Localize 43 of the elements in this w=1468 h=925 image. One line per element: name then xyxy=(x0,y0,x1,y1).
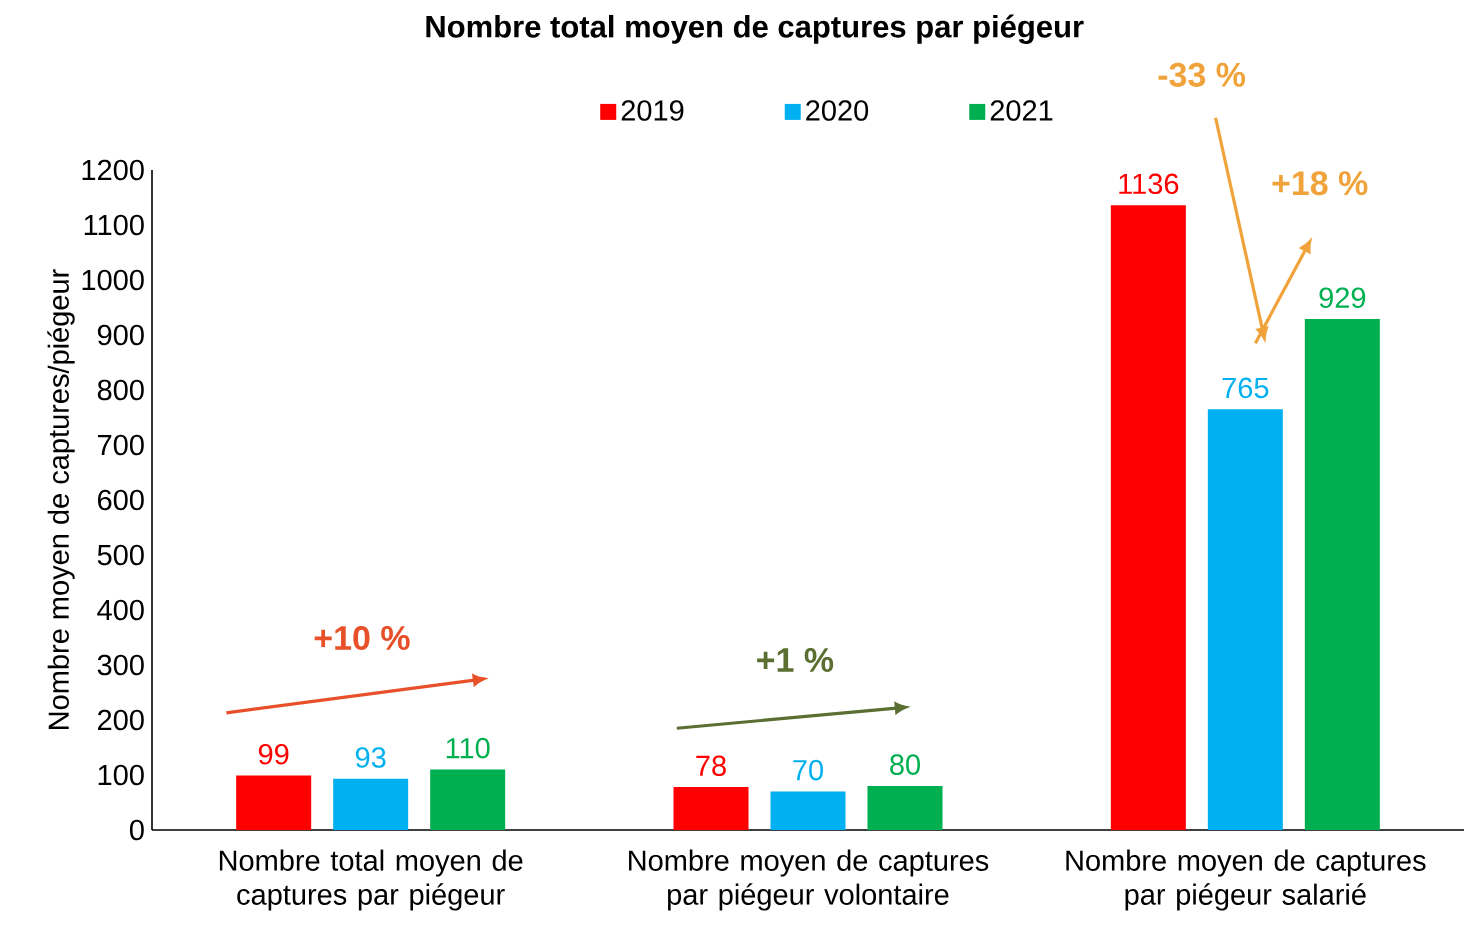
y-tick-label: 300 xyxy=(97,654,144,676)
bar xyxy=(770,791,846,830)
data-label: 765 xyxy=(1222,377,1269,399)
bar xyxy=(430,769,506,830)
x-tick-label: Nombre moyen de captures par piégeur volontaire xyxy=(629,849,989,911)
bar xyxy=(867,785,943,830)
bar xyxy=(1110,205,1186,830)
y-tick-label: 200 xyxy=(98,709,144,731)
data-label: 110 xyxy=(446,737,490,759)
annotation: +10 % xyxy=(314,625,410,651)
annotation: +18 % xyxy=(1272,171,1368,196)
x-tick-label: Nombre total moyen de captures par piégeur xyxy=(219,849,523,911)
y-tick-label: 800 xyxy=(97,379,144,401)
data-label: 80 xyxy=(890,754,920,775)
data-label: 70 xyxy=(793,759,823,781)
y-axis-title: Nombre moyen de captures/piégeur xyxy=(47,269,75,729)
data-label: 93 xyxy=(355,747,386,768)
legend-label: 2021 xyxy=(990,100,1053,121)
y-tick-label: 1100 xyxy=(84,214,144,236)
legend-label: 2020 xyxy=(806,100,869,121)
y-tick-label: 900 xyxy=(97,324,144,346)
y-tick-label: 500 xyxy=(97,544,144,566)
data-label: 99 xyxy=(258,743,289,765)
y-tick-label: 100 xyxy=(98,764,144,786)
data-label: 78 xyxy=(696,755,726,777)
chart-title: Nombre total moyen de captures par piégeur xyxy=(426,14,1084,44)
bar xyxy=(1207,409,1283,830)
annotation: +1 % xyxy=(757,648,834,672)
x-tick-label: Nombre moyen de captures par piégeur salarié xyxy=(1066,849,1426,911)
data-label: 929 xyxy=(1319,287,1366,308)
bar xyxy=(333,778,409,830)
y-tick-label: 600 xyxy=(98,489,144,511)
bar xyxy=(236,775,312,830)
y-tick-label: 1000 xyxy=(82,269,144,291)
bar xyxy=(673,787,749,830)
y-tick-label: 400 xyxy=(97,599,144,621)
data-label: 1136 xyxy=(1119,173,1179,195)
legend-label: 2019 xyxy=(621,100,684,121)
bar xyxy=(1304,319,1380,830)
y-tick-label: 1200 xyxy=(82,159,144,181)
text: -33 % xyxy=(1158,62,1246,87)
y-tick-label: 0 xyxy=(129,819,144,841)
y-tick-label: 700 xyxy=(98,434,144,456)
